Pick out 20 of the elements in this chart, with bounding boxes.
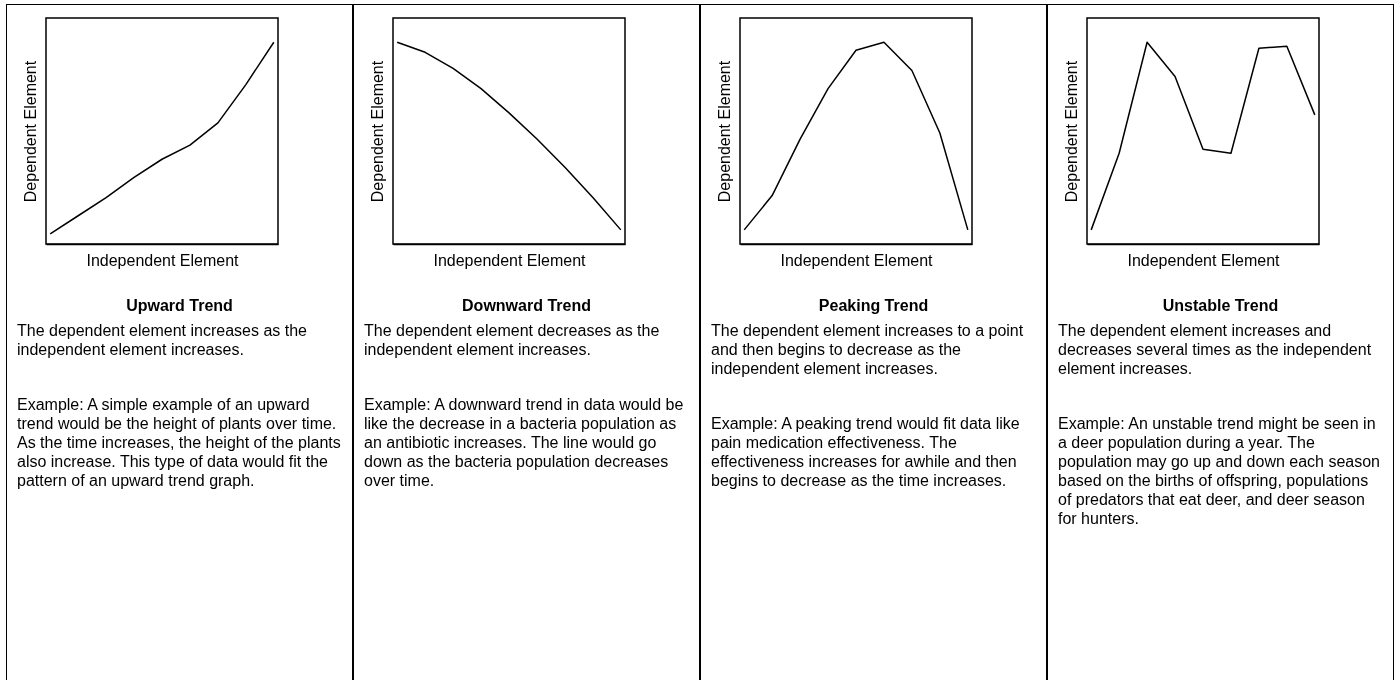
- text: Example: A downward trend in data would be like the decrease in a bacteria population as an antibiotic increases. The line would go down as the bacteria population decreases over time.: [364, 395, 685, 490]
- x-axis-title: Independent Element: [1127, 251, 1281, 269]
- text: Downward Trend: [461, 297, 592, 315]
- y-axis-title: Dependent Element: [715, 60, 733, 203]
- x-axis-title: Independent Element: [780, 251, 934, 269]
- text: Example: A simple example of an upward trend would be the height of plants over time. As the time increases, the height of the plants also increase. This type of data would fit the pattern of an upward trend graph.: [17, 395, 342, 490]
- text: Example: A peaking trend would fit data like pain medication effectiveness. The effectiveness increases for awhile and then begins to decrease as the time increases.: [711, 414, 1021, 490]
- text: The dependent element increases as the independent element increases.: [17, 321, 308, 359]
- y-axis-title: Dependent Element: [1062, 60, 1080, 203]
- text: Peaking Trend: [817, 297, 930, 315]
- text: Unstable Trend: [1161, 297, 1280, 315]
- text: The dependent element decreases as the independent element increases.: [364, 321, 661, 359]
- text: The dependent element increases and decreases several times as the independent element increases.: [1058, 321, 1373, 378]
- y-axis-title: Dependent Element: [21, 60, 39, 203]
- text: The dependent element increases to a point and then begins to decrease as the independent element increases.: [711, 321, 1025, 378]
- text: Upward Trend: [125, 297, 234, 315]
- x-axis-title: Independent Element: [86, 251, 240, 269]
- text: Example: An unstable trend might be seen in a deer population during a year. The population may go up and down each season based on the births of offspring, populations of predators that eat deer, and deer season for hunters.: [1058, 414, 1381, 528]
- y-axis-title: Dependent Element: [368, 60, 386, 203]
- x-axis-title: Independent Element: [433, 251, 587, 269]
